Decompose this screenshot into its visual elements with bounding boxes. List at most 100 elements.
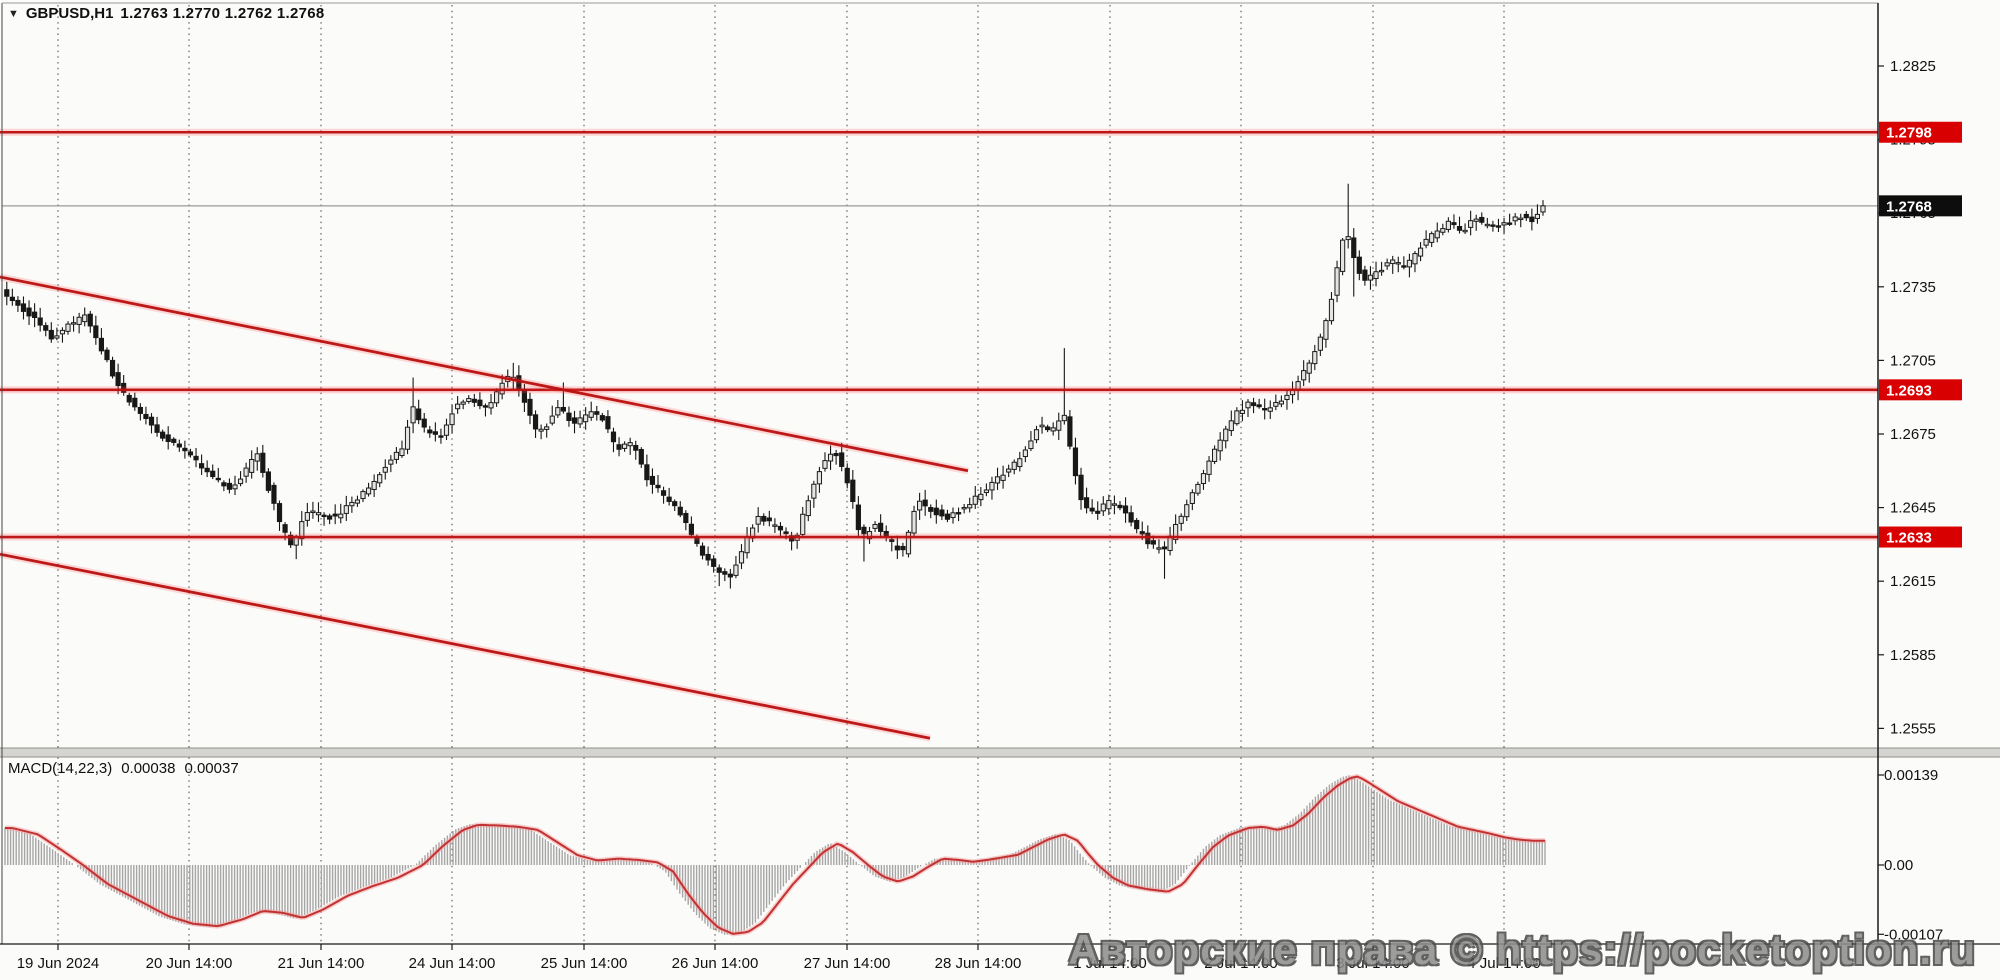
candle-bullish <box>827 453 834 462</box>
macd-tick-label: 0.00 <box>1884 857 1913 874</box>
candle-bullish <box>1245 401 1251 409</box>
candle-bullish <box>466 398 472 402</box>
candle-bearish <box>1083 497 1090 509</box>
candle-bearish <box>889 539 895 542</box>
candle-bullish <box>1195 483 1201 494</box>
time-axis-label: 24 Jun 14:00 <box>409 955 496 972</box>
candle-bullish <box>349 501 355 507</box>
candle-bearish <box>1139 531 1145 535</box>
candle-bearish <box>560 406 566 412</box>
candle-bearish <box>677 506 683 516</box>
candle-bullish <box>338 513 344 519</box>
candle-bullish <box>1000 474 1006 481</box>
candle-bearish <box>722 571 728 575</box>
candle-bullish <box>811 483 817 499</box>
candle-bullish <box>1462 229 1468 233</box>
candle-bearish <box>883 531 889 537</box>
candle-bearish <box>1256 404 1262 408</box>
candle-bearish <box>1456 225 1463 231</box>
candle-bullish <box>1022 449 1028 458</box>
candle-bullish <box>983 489 989 494</box>
candle-bullish <box>65 323 71 332</box>
candle-bearish <box>532 414 539 430</box>
ohlc-values: 1.2763 1.2770 1.2762 1.2768 <box>120 5 325 22</box>
candle-bearish <box>1401 265 1407 268</box>
candle-bullish <box>299 521 305 540</box>
candle-bearish <box>844 467 850 484</box>
candle-bearish <box>939 509 945 517</box>
candle-bullish <box>76 316 82 325</box>
price-tick-label: 1.2585 <box>1890 647 1936 664</box>
candle-bearish <box>260 452 266 473</box>
candle-bullish <box>1278 400 1284 405</box>
price-tick-label: 1.2645 <box>1890 500 1936 517</box>
candle-bullish <box>1106 499 1112 510</box>
candle-bullish <box>1540 205 1546 213</box>
symbol-dropdown-icon[interactable]: ▼ <box>8 7 19 20</box>
candle-bearish <box>861 526 867 535</box>
candle-bearish <box>115 372 121 387</box>
candle-bullish <box>1440 228 1446 233</box>
candle-bullish <box>1301 370 1307 381</box>
symbol-info[interactable]: ▼ GBPUSD,H1 1.2763 1.2770 1.2762 1.2768 <box>8 5 325 22</box>
candle-bullish <box>905 531 912 555</box>
candle-bullish <box>805 500 811 517</box>
candle-bullish <box>1273 401 1279 407</box>
candle-bullish <box>59 329 66 335</box>
candle-bearish <box>955 512 962 515</box>
price-tick-label: 1.2615 <box>1890 573 1936 590</box>
descending-trendline[interactable] <box>0 552 931 740</box>
candle-bearish <box>527 398 533 416</box>
candle-bearish <box>705 553 711 561</box>
candle-bullish <box>1189 492 1195 504</box>
candle-bearish <box>148 416 155 426</box>
candle-bullish <box>388 459 394 465</box>
panel-separator[interactable] <box>0 748 2000 757</box>
candle-bearish <box>1356 256 1362 274</box>
candle-bearish <box>171 438 177 443</box>
candle-bearish <box>327 515 333 520</box>
macd-signal-value: 0.00037 <box>184 760 239 777</box>
candle-bearish <box>900 545 906 551</box>
candle-bearish <box>15 299 21 306</box>
candle-bearish <box>126 394 132 403</box>
candle-bullish <box>772 524 778 527</box>
candle-bearish <box>594 411 600 415</box>
candle-bullish <box>1395 262 1401 265</box>
candle-bullish <box>1534 213 1541 219</box>
candle-bullish <box>1061 414 1067 422</box>
candle-bullish <box>365 487 372 495</box>
candle-bearish <box>477 399 483 407</box>
price-badge-text: 1.2798 <box>1886 125 1932 142</box>
candle-bearish <box>98 337 105 352</box>
candle-bearish <box>571 417 578 424</box>
candle-bullish <box>1484 223 1490 227</box>
candle-bearish <box>32 311 38 319</box>
candle-bullish <box>1028 440 1034 450</box>
time-axis-label: 19 Jun 2024 <box>17 955 100 972</box>
candle-bearish <box>839 452 845 467</box>
descending-trendline[interactable] <box>0 275 969 473</box>
candle-bullish <box>493 391 500 404</box>
candle-bullish <box>404 426 411 450</box>
candle-bullish <box>1473 218 1479 222</box>
candle-bearish <box>438 435 444 438</box>
candle-bearish <box>109 359 116 377</box>
candle-bearish <box>878 522 884 532</box>
candle-bullish <box>1312 351 1318 365</box>
candle-bearish <box>1495 225 1502 228</box>
candle-bearish <box>933 507 939 516</box>
macd-main-value: 0.00038 <box>121 760 176 777</box>
candle-bullish <box>738 551 745 564</box>
candle-bearish <box>43 325 49 331</box>
candle-bearish <box>605 416 611 430</box>
candle-bearish <box>4 289 10 297</box>
candle-bullish <box>972 495 978 505</box>
candle-bullish <box>1518 217 1524 221</box>
candle-bullish <box>800 513 806 535</box>
time-axis-label: 2 Jul 14:00 <box>1204 955 1277 972</box>
candle-bearish <box>727 573 733 578</box>
candle-bullish <box>822 460 828 469</box>
